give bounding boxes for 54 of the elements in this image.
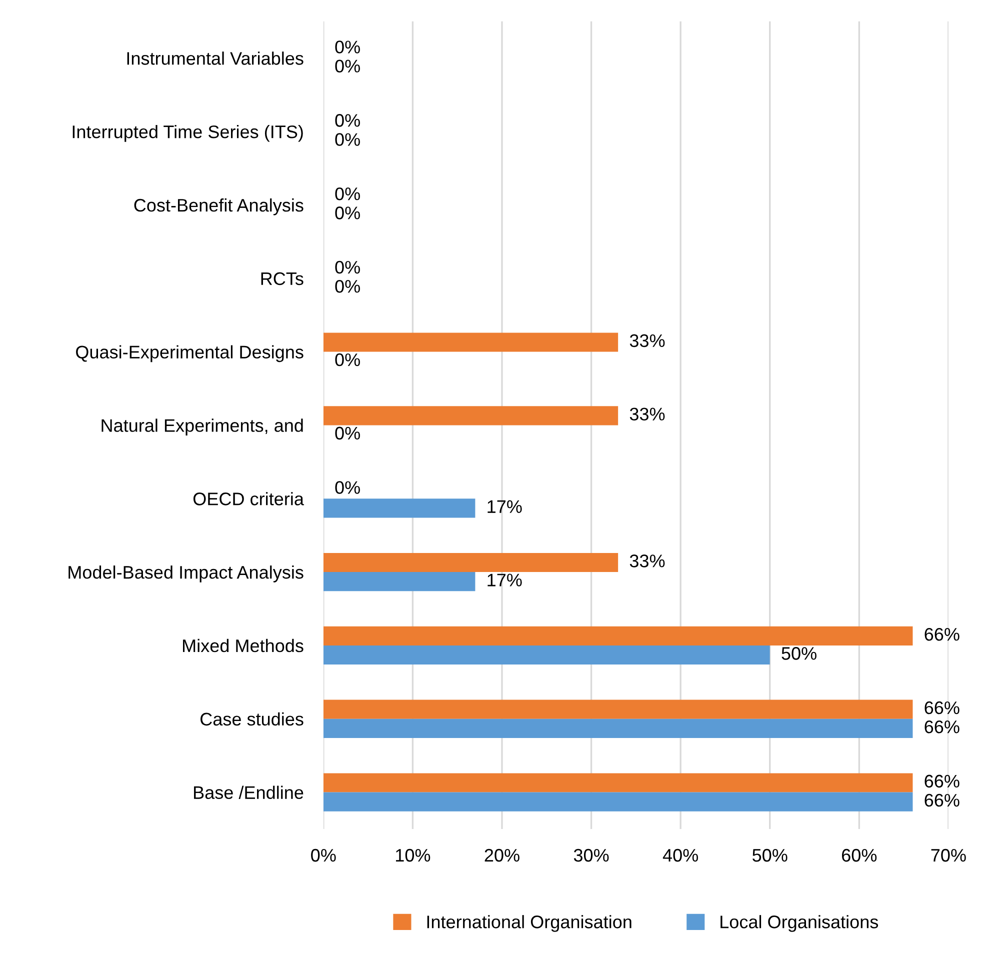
data-label: 0% [335, 40, 360, 54]
x-tick-label: 70% [931, 848, 966, 862]
y-tick-label: Natural Experiments, and [102, 418, 303, 436]
bar [323, 498, 476, 518]
bar [323, 773, 913, 792]
data-label: 0% [335, 206, 360, 220]
bar [323, 700, 913, 719]
bar [323, 332, 618, 352]
data-label: 66% [924, 720, 960, 734]
y-tick-label: Instrumental Variables [127, 52, 304, 65]
x-tick-label: 20% [484, 848, 520, 862]
bar [323, 645, 770, 665]
data-label: 0% [335, 426, 360, 440]
data-label: 17% [488, 500, 522, 513]
bar [323, 626, 913, 646]
y-tick-label: Mixed Methods [183, 638, 304, 652]
y-tick-label: Case studies [200, 712, 304, 726]
data-label: 66% [924, 628, 960, 641]
y-tick-label: RCTs [261, 272, 304, 286]
data-label: 33% [630, 554, 665, 568]
data-label: 66% [924, 701, 960, 714]
x-tick-label: 30% [574, 848, 609, 862]
x-tick-label: 40% [662, 848, 698, 862]
data-label: 0% [335, 133, 360, 146]
data-label: 0% [335, 280, 360, 293]
y-tick-label: Interrupted Time Series (ITS) [72, 124, 303, 142]
bar [323, 406, 618, 426]
y-tick-label: Model-Based Impact Analysis [68, 565, 304, 582]
bar [323, 792, 913, 812]
y-tick-label: Quasi-Experimental Designs [76, 345, 304, 362]
bar [323, 572, 476, 592]
y-tick-label: OECD criteria [193, 492, 304, 506]
data-label: 0% [335, 353, 360, 366]
data-label: 17% [488, 574, 522, 586]
data-label: 33% [630, 408, 665, 421]
data-label: 0% [335, 60, 360, 73]
data-label: 66% [924, 794, 960, 807]
data-label: 0% [335, 114, 360, 127]
data-label: 66% [924, 774, 960, 788]
bar [323, 718, 913, 738]
bar [323, 552, 618, 572]
x-tick-label: 60% [842, 848, 877, 862]
legend-label: Local Organisations [720, 915, 878, 932]
data-label: 33% [630, 334, 665, 348]
x-tick-label: 10% [396, 848, 430, 862]
legend-label: International Organisation [427, 915, 632, 932]
x-tick-label: 0% [311, 848, 336, 862]
data-label: 0% [335, 260, 360, 274]
x-tick-label: 50% [752, 848, 788, 862]
data-label: 0% [335, 481, 360, 494]
y-tick-label: Base /Endline [194, 786, 304, 800]
data-label: 0% [335, 187, 360, 200]
y-tick-label: Cost-Benefit Analysis [134, 198, 304, 216]
data-label: 50% [782, 647, 816, 660]
